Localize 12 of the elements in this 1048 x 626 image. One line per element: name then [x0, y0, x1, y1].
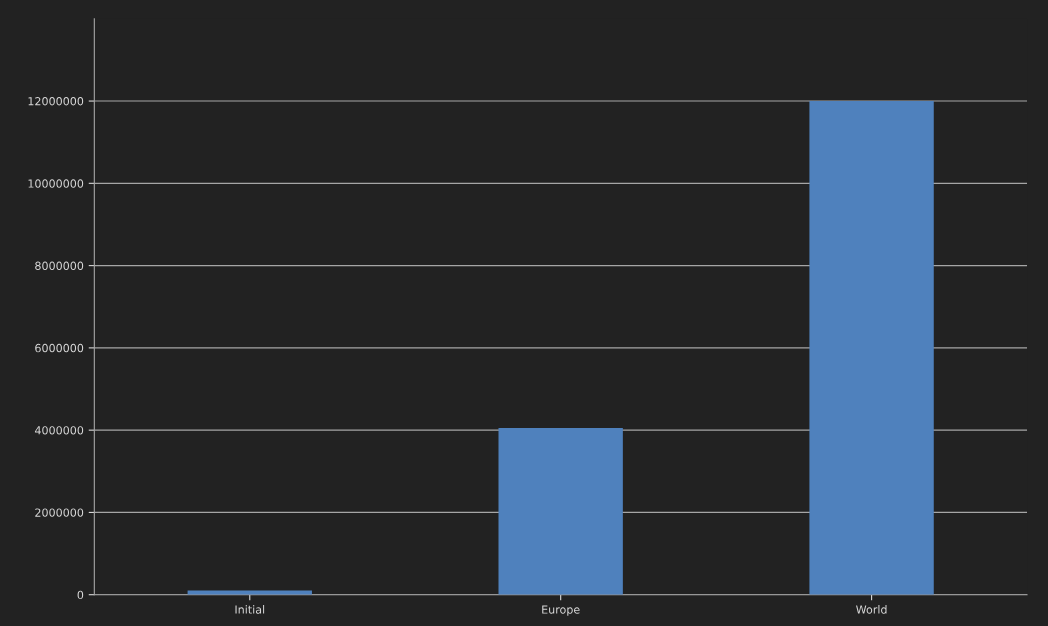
x-tick-label: Europe	[542, 605, 580, 616]
y-tick-label: 0	[77, 590, 84, 600]
y-tick-label: 6000000	[35, 343, 84, 353]
x-tick-label: World	[856, 605, 887, 614]
x-tick-label: Initial	[235, 605, 265, 614]
bar	[809, 101, 934, 595]
y-tick-label: 10000000	[28, 179, 84, 188]
y-tick-label: 12000000	[28, 97, 84, 106]
y-tick-label: 4000000	[34, 426, 84, 435]
y-tick-label: 2000000	[35, 508, 84, 517]
bar	[498, 428, 623, 595]
y-tick-label: 8000000	[35, 261, 84, 270]
